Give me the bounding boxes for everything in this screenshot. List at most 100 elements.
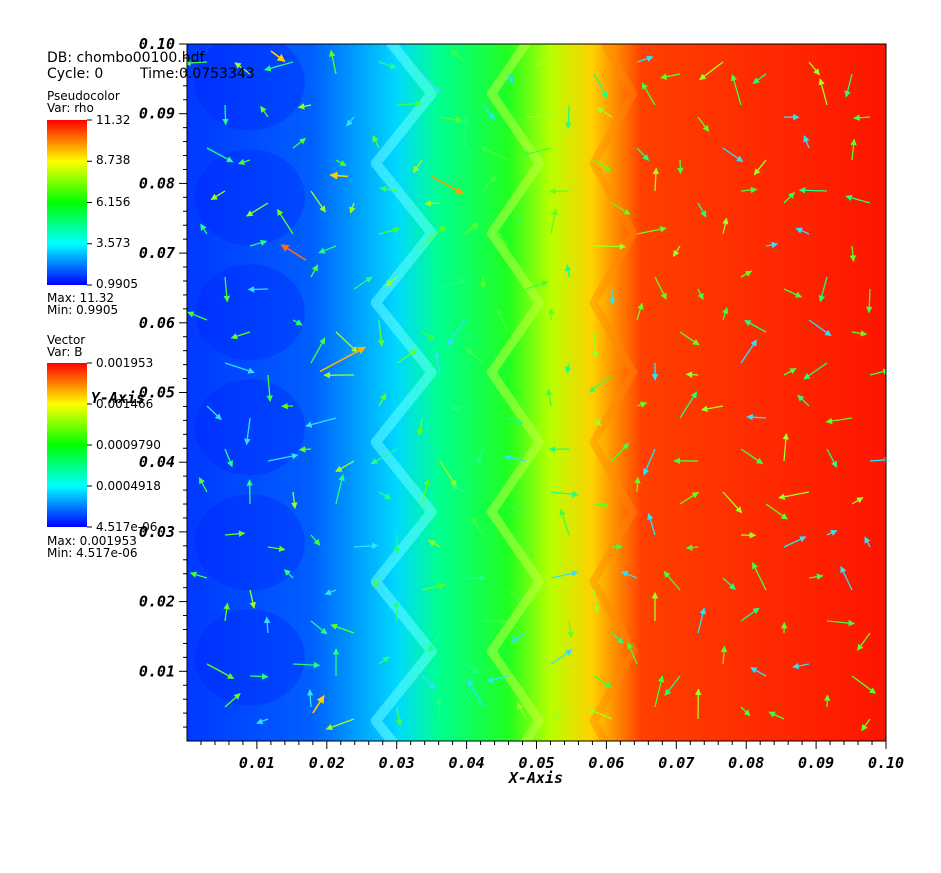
b-vector-arrow [621,570,638,579]
b-vector-arrow [611,202,631,216]
x-tick-label: 0.10 [868,754,904,772]
b-vector-arrow [482,175,497,192]
b-vector-arrow [476,448,484,464]
b-vector-arrow [740,339,758,364]
b-vector-arrow [808,319,832,337]
b-vector-arrow [206,663,235,680]
b-vector-arrow [722,147,744,163]
b-vector-arrow [291,491,298,510]
b-vector-arrow [654,276,667,300]
b-vector-arrow [845,194,871,204]
b-vector-arrow [310,337,326,364]
x-tick-label: 0.02 [309,754,345,772]
b-vector-arrow [663,571,681,591]
b-vector-arrow [700,405,724,413]
b-vector-arrow [349,202,356,214]
b-vector-arrow [297,103,312,110]
b-vector-arrow [486,675,509,683]
b-vector-arrow [826,529,838,536]
b-vector-arrow [224,530,246,537]
b-vector-arrow [378,491,392,500]
b-vector-arrow [697,288,704,300]
b-vector-arrow [267,545,286,552]
b-vector-arrow [672,245,681,257]
b-vector-arrow [189,571,208,579]
b-vector-arrow [318,245,337,254]
vector-tick: 0.001466 [96,397,154,411]
b-vector-arrow [480,146,509,161]
b-vector-arrow [234,62,251,75]
b-vector-arrow [840,566,853,591]
b-vector-arrow [310,264,319,278]
b-vector-arrow [434,351,441,376]
b-vector-arrow [319,346,366,373]
y-tick-label: 0.06 [139,314,175,332]
heatmap [187,44,886,741]
b-vector-arrow [310,620,328,635]
b-vector-arrow [593,501,609,509]
pseudocolor-tick: 8.738 [96,153,131,167]
b-vector-arrow [685,544,699,551]
b-vector-arrow [482,104,496,120]
pseudocolor-tick: 3.573 [96,236,131,250]
b-vector-arrow [697,116,710,132]
b-vector-arrow [750,667,767,677]
b-vector-arrow [511,632,527,643]
b-vector-arrow [378,61,397,70]
b-vector-arrow [550,649,573,665]
b-vector-arrow [783,536,807,548]
b-vector-arrow [778,491,810,500]
b-vector-arrow [740,448,764,465]
b-vector-arrow [516,202,527,226]
pseudocolor-tick: 6.156 [96,195,131,209]
b-vector-arrow [504,454,527,462]
b-vector-arrow [464,663,480,674]
b-vector-arrow [379,185,398,193]
b-vector-arrow [256,718,269,725]
b-vector-arrow [467,679,484,708]
pseudocolor-colorbar [47,120,87,285]
b-vector-arrow [439,116,463,124]
b-vector-arrow [187,311,208,321]
b-vector-arrow [792,662,810,670]
y-tick-label: 0.07 [139,244,175,262]
b-vector-arrow [325,718,355,731]
b-vector-arrow [593,243,627,250]
b-vector-arrow [593,159,612,172]
b-vector-arrow [249,589,256,609]
b-vector-arrow [803,362,828,380]
b-vector-arrow [471,516,484,536]
b-vector-arrow [223,276,230,303]
b-vector-arrow [803,135,810,149]
y-axis-title: Y-Axis [91,389,145,407]
shock-front [487,44,544,741]
vector-legend-title: Vector [47,333,86,347]
x-axis-ticks: 0.01 0.02 0.03 0.04 0.05 0.06 0.07 0.08 0.09 0.10 [200,741,904,772]
b-vector-arrow [525,113,556,120]
b-vector-arrow [292,319,303,326]
pseudocolor-tick: 11.32 [96,113,131,127]
b-vector-arrow [424,200,441,207]
vector-tick: 0.0004918 [96,479,161,493]
b-vector-arrow [416,417,424,437]
b-vector-arrow [517,702,527,720]
vector-colorbar [47,363,87,527]
b-vector-arrow [522,147,552,157]
b-vector-arrow [768,711,785,720]
b-vector-arrow [370,448,398,465]
b-vector-arrow [765,503,788,520]
vector-max: Max: 0.001953 [47,534,137,548]
y-tick-label: 0.03 [139,523,175,541]
db-label: DB: chombo00100.hdf [47,50,205,66]
b-vector-arrow [298,446,312,453]
b-vector-arrow [720,645,728,665]
b-vector-arrow [206,147,234,163]
b-vector-arrow [330,623,355,634]
b-vector-arrow [783,192,795,204]
b-vector-arrow [636,55,654,63]
b-vector-arrow [547,307,555,321]
b-vector-arrow [593,589,600,613]
y-tick-label: 0.04 [139,453,175,471]
b-vector-arrow [428,539,441,548]
